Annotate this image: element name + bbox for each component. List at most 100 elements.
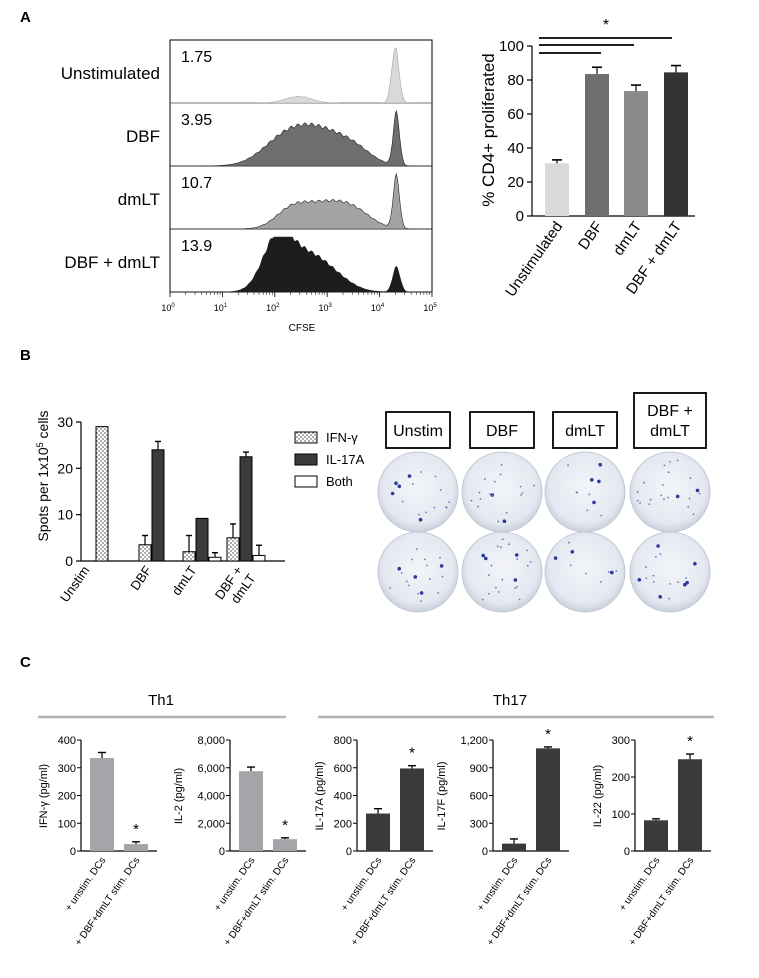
elispot-spot	[497, 591, 500, 593]
elispot-spot	[477, 505, 479, 508]
elispot-spot	[533, 484, 535, 487]
histogram-row-label: DBF	[126, 127, 160, 146]
elispot-spot	[656, 544, 660, 548]
elispot-spot	[648, 503, 651, 505]
histogram-tick-label: 102	[266, 303, 280, 313]
well-label: dmLT	[650, 423, 690, 440]
elispot-legend-swatch	[294, 475, 318, 488]
elispot-spot	[415, 548, 418, 550]
cytokine-ylabel: IL-17F (pg/ml)	[436, 761, 448, 830]
cytokine-bar	[400, 768, 424, 851]
elispot-spot	[439, 489, 442, 491]
well-label-box	[633, 392, 707, 449]
elispot-spot	[405, 580, 408, 583]
elispot-spot	[658, 595, 662, 599]
cd4-bar	[624, 91, 648, 216]
cytokine-ytick-label: 400	[58, 735, 76, 747]
cd4-bar	[545, 163, 569, 216]
elispot-spot	[567, 464, 569, 467]
elispot-spot	[428, 578, 431, 580]
elispot-spot	[390, 491, 395, 496]
histogram-row-label: dmLT	[118, 190, 160, 209]
cytokine-ytick-label: 0	[346, 846, 352, 858]
cytokine-ytick-label: 6,000	[197, 763, 225, 775]
elispot-spot	[652, 581, 655, 583]
elispot-legend-label: IL-17A	[326, 452, 365, 467]
elispot-spot	[692, 513, 695, 515]
cytokine-bar	[239, 771, 263, 851]
cd4-ytick-label: 40	[507, 140, 524, 157]
elispot-spot	[426, 564, 428, 567]
elispot-spot	[649, 498, 652, 501]
elispot-bar	[95, 426, 109, 562]
cytokine-bar	[366, 813, 390, 851]
th1-title: Th1	[148, 692, 174, 709]
elispot-bar	[138, 544, 152, 562]
elispot-spot	[592, 500, 596, 505]
elispot-spot	[397, 484, 402, 489]
elispot-spot	[419, 591, 424, 595]
elispot-spot	[479, 498, 482, 500]
well-label: dmLT	[565, 423, 605, 440]
elispot-spot	[439, 556, 441, 559]
elispot-spot	[425, 511, 428, 514]
elispot-spot	[499, 473, 502, 476]
cytokine-bar	[124, 844, 148, 851]
flow-histogram-panel: 1.75 Unstimulated 3.95 DBF 10.7 dmLT 13.9 DBF +…	[61, 39, 437, 334]
cytokine-bar	[678, 759, 702, 851]
elispot-spot	[505, 511, 508, 514]
elispot-spot	[407, 584, 410, 587]
histogram-row-label: Unstimulated	[61, 64, 160, 83]
elispot-well	[377, 451, 459, 533]
elispot-spot	[481, 553, 486, 558]
cytokine-ylabel: IFN-γ (pg/ml)	[38, 764, 50, 828]
elispot-spot	[411, 483, 414, 485]
cytokine-category-label: + DBF+dmLT stim. DCs	[222, 855, 291, 947]
cytokine-bar	[644, 820, 668, 851]
elispot-ytick-label: 10	[57, 507, 73, 523]
elispot-spot	[667, 496, 669, 499]
elispot-bar	[182, 551, 196, 562]
elispot-spot	[615, 570, 618, 572]
histogram-tick-label: 101	[214, 303, 228, 313]
elispot-spot	[529, 561, 532, 563]
elispot-spot	[397, 566, 402, 571]
elispot-spot	[685, 577, 687, 579]
cd4-category-label: DBF	[575, 219, 606, 253]
cytokine-ytick-label: 200	[334, 818, 352, 830]
elispot-spot	[490, 564, 493, 567]
cytokine-ytick-label: 300	[58, 763, 76, 775]
cytokine-ytick-label: 900	[470, 763, 488, 775]
cytokine-ytick-label: 2,000	[197, 818, 225, 830]
elispot-spot	[695, 488, 700, 493]
elispot-bar	[208, 556, 222, 562]
th17-title: Th17	[493, 692, 527, 709]
well-label: Unstim	[393, 423, 443, 440]
cytokine-ytick-label: 600	[470, 791, 488, 803]
elispot-spot	[568, 541, 570, 544]
elispot-spot	[698, 492, 701, 495]
cd4-category-label: dmLT	[610, 219, 645, 259]
elispot-spot	[493, 480, 496, 483]
elispot-category-label: dmLT	[169, 563, 200, 598]
elispot-spot	[655, 556, 657, 558]
elispot-spot	[445, 506, 448, 509]
elispot-spot	[495, 586, 497, 589]
elispot-spot	[502, 519, 507, 523]
elispot-spot	[516, 558, 519, 560]
elispot-spot	[687, 506, 690, 508]
elispot-spot	[518, 598, 521, 601]
elispot-spot	[676, 459, 679, 462]
elispot-ytick-label: 0	[65, 553, 73, 569]
elispot-spot	[407, 474, 412, 478]
elispot-legend-swatch	[294, 453, 318, 466]
elispot-spot	[526, 549, 528, 552]
elispot-spot	[588, 493, 591, 496]
elispot-spot	[400, 571, 403, 574]
cd4-ytick-label: 0	[516, 208, 524, 225]
histogram-percent-label: 10.7	[181, 175, 212, 192]
elispot-spot	[569, 564, 572, 567]
elispot-bar	[195, 517, 209, 562]
cd4-ytick-label: 100	[499, 38, 524, 55]
elispot-spot	[637, 578, 642, 582]
